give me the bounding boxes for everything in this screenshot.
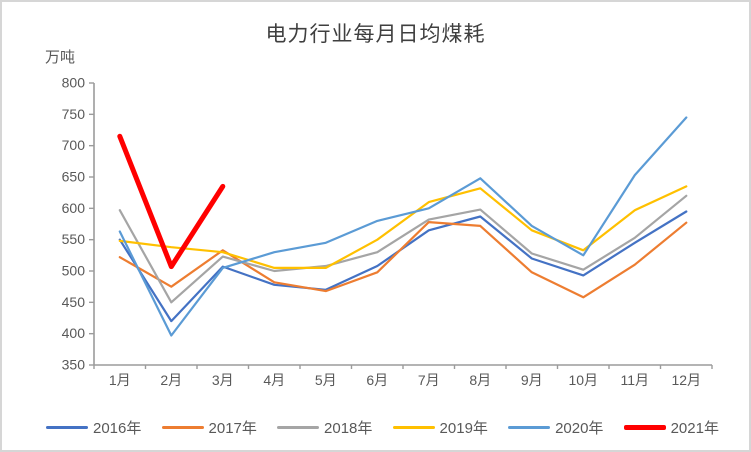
y-tick-label: 600 — [62, 200, 86, 216]
y-axis-unit-label: 万吨 — [45, 49, 76, 66]
y-tick-label: 700 — [62, 137, 86, 153]
legend-label: 2016年 — [93, 419, 142, 437]
y-tick-label: 550 — [62, 231, 86, 247]
legend-label: 2019年 — [439, 419, 488, 437]
legend-line-swatch — [277, 425, 320, 429]
legend-label: 2021年 — [670, 419, 719, 437]
legend-line-swatch — [46, 425, 88, 429]
legend-item-2020年: 2020年 — [508, 417, 603, 438]
y-tick-label: 500 — [62, 263, 86, 279]
legend-item-2017年: 2017年 — [161, 417, 257, 438]
legend-item-2019年: 2019年 — [392, 417, 488, 438]
legend-line-swatch — [623, 424, 666, 430]
y-tick-label: 450 — [62, 294, 86, 310]
x-tick-label: 5月 — [315, 372, 337, 388]
x-tick-label: 4月 — [263, 372, 285, 388]
x-tick-label: 3月 — [212, 372, 234, 388]
legend-label: 2018年 — [324, 419, 373, 437]
y-tick-label: 800 — [62, 75, 86, 91]
x-tick-label: 8月 — [469, 372, 491, 388]
series-line-2017年 — [118, 221, 688, 299]
x-tick-label: 12月 — [671, 372, 701, 388]
x-tick-label: 11月 — [620, 372, 649, 388]
legend-label: 2020年 — [555, 419, 604, 437]
y-tick-label: 750 — [62, 106, 86, 122]
x-tick-label: 7月 — [418, 372, 440, 388]
y-tick-label: 350 — [62, 357, 86, 373]
x-tick-label: 6月 — [366, 372, 388, 388]
x-tick-label: 2月 — [160, 372, 182, 388]
legend-item-2021年: 2021年 — [623, 417, 719, 438]
legend-item-2016年: 2016年 — [46, 417, 141, 438]
legend-label: 2017年 — [208, 419, 257, 437]
series-line-2020年 — [118, 116, 688, 337]
legend-line-swatch — [508, 425, 551, 429]
legend-line-swatch — [161, 425, 204, 429]
y-tick-label: 400 — [62, 325, 86, 341]
x-tick-label: 10月 — [568, 372, 598, 388]
y-tick-label: 650 — [62, 169, 86, 185]
series-line-2018年 — [118, 194, 688, 304]
x-tick-label: 1月 — [109, 372, 131, 388]
legend-line-swatch — [392, 425, 435, 429]
series-line-2021年 — [117, 133, 226, 270]
chart-title: 电力行业每月日均煤耗 — [265, 23, 486, 46]
legend-item-2018年: 2018年 — [277, 417, 372, 438]
chart-legend: 2016年 2017年 2018年 2019年 2020年 2021年 — [46, 416, 719, 438]
x-tick-label: 9月 — [521, 372, 543, 388]
